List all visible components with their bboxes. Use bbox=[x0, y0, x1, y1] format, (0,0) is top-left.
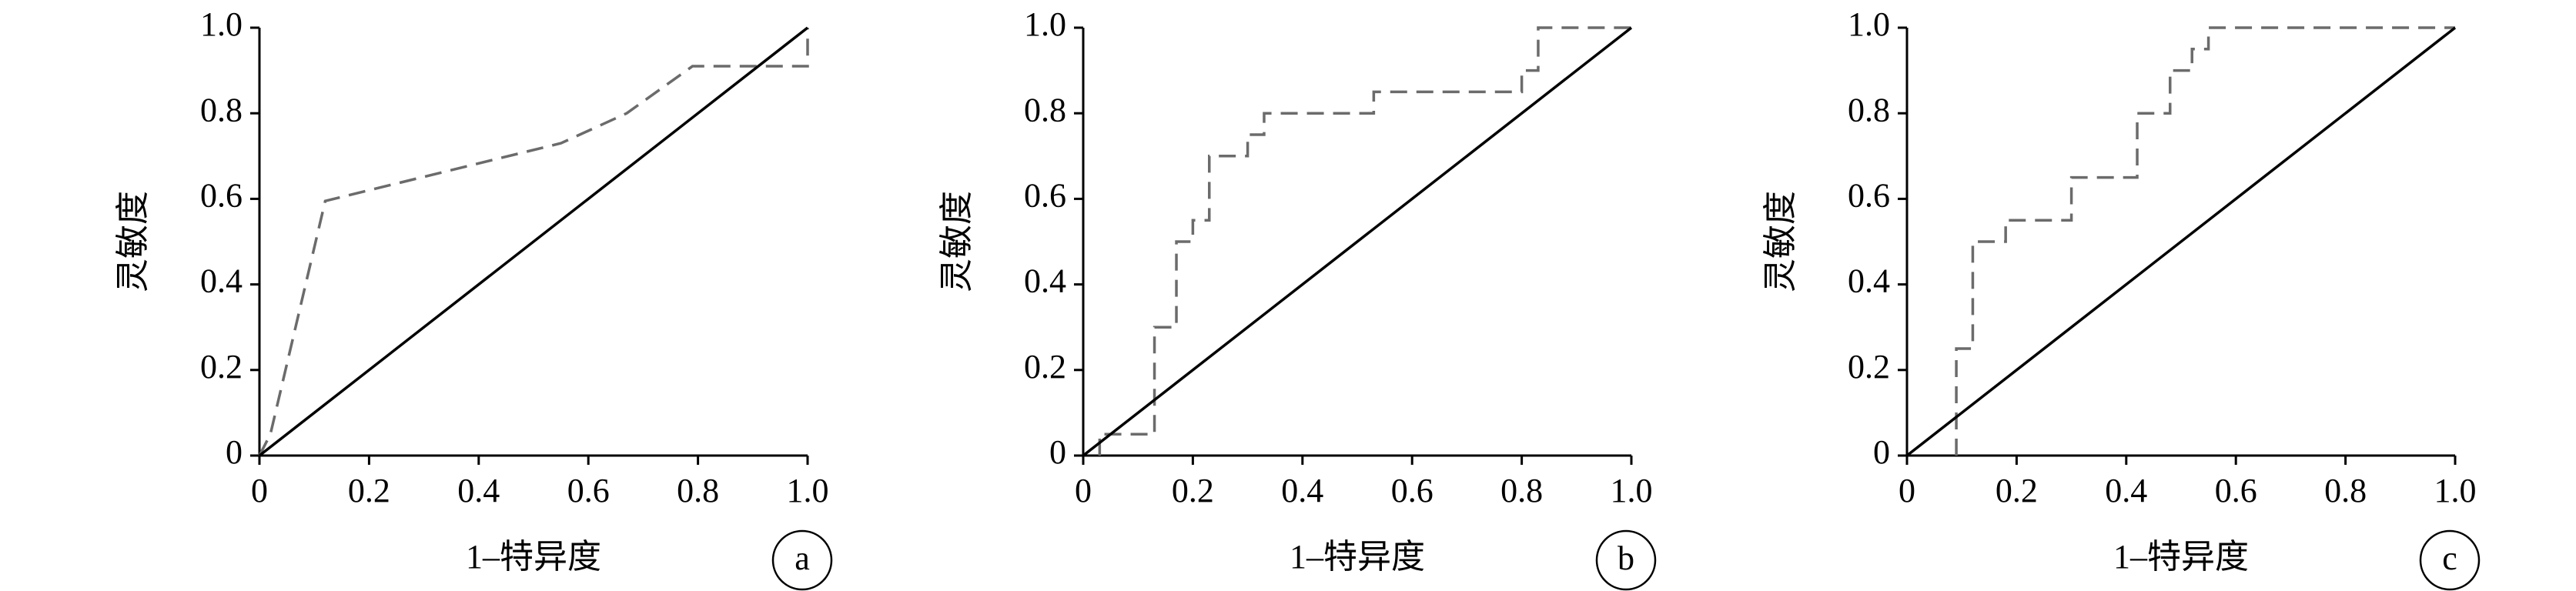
x-tick-label: 0.8 bbox=[1500, 472, 1543, 509]
x-axis-label: 1–特异度 bbox=[466, 538, 601, 576]
y-tick-label: 0.6 bbox=[200, 176, 243, 214]
roc-line bbox=[1955, 26, 2455, 456]
x-tick-label: 0.4 bbox=[457, 472, 500, 509]
x-tick-label: 0 bbox=[1899, 472, 1915, 509]
x-axis-label: 1–特异度 bbox=[1290, 538, 1425, 576]
y-tick-label: 0.6 bbox=[1024, 176, 1066, 214]
roc-line bbox=[258, 26, 809, 457]
roc-line bbox=[1082, 26, 1633, 457]
y-tick-label: 0 bbox=[1873, 433, 1890, 471]
y-tick-label: 1.0 bbox=[1848, 5, 1890, 43]
x-tick-label: 0.6 bbox=[567, 472, 610, 509]
x-tick-label: 0.8 bbox=[2324, 472, 2367, 509]
panel-label: b bbox=[1618, 539, 1634, 577]
x-tick-label: 0 bbox=[1075, 472, 1092, 509]
x-tick-label: 0.4 bbox=[2105, 472, 2147, 509]
y-tick-label: 0.2 bbox=[1848, 348, 1890, 386]
y-tick-label: 0 bbox=[1049, 433, 1066, 471]
roc-line bbox=[258, 28, 809, 456]
x-tick-label: 0.2 bbox=[348, 472, 390, 509]
y-tick-label: 0.6 bbox=[1848, 176, 1890, 214]
x-tick-label: 0.8 bbox=[677, 472, 719, 509]
y-tick-label: 0.8 bbox=[200, 91, 243, 129]
panel-label: a bbox=[795, 539, 810, 577]
roc-line bbox=[1905, 26, 2457, 457]
y-tick-label: 0.4 bbox=[1024, 262, 1066, 300]
y-axis-label: 灵敏度 bbox=[938, 191, 975, 292]
y-tick-label: 0.4 bbox=[200, 262, 243, 300]
x-tick-label: 1.0 bbox=[1611, 472, 1653, 509]
x-tick-label: 0 bbox=[251, 472, 268, 509]
panel-badge bbox=[1595, 529, 1657, 591]
x-tick-label: 0.6 bbox=[2215, 472, 2257, 509]
x-axis-label: 1–特异度 bbox=[2113, 538, 2249, 576]
y-axis-label: 灵敏度 bbox=[1761, 191, 1799, 292]
x-tick-label: 0.4 bbox=[1281, 472, 1323, 509]
y-tick-label: 1.0 bbox=[1024, 5, 1066, 43]
panel-badge bbox=[2419, 529, 2481, 591]
y-tick-label: 0 bbox=[226, 433, 243, 471]
x-tick-label: 1.0 bbox=[2434, 472, 2477, 509]
y-tick-label: 0.4 bbox=[1848, 262, 1890, 300]
panel-label: c bbox=[2442, 539, 2457, 577]
y-axis-label: 灵敏度 bbox=[114, 191, 152, 292]
y-tick-label: 0.2 bbox=[1024, 348, 1066, 386]
x-tick-label: 0.6 bbox=[1391, 472, 1434, 509]
roc-line bbox=[1098, 26, 1631, 456]
x-tick-label: 0.2 bbox=[1172, 472, 1214, 509]
y-tick-label: 0.2 bbox=[200, 348, 243, 386]
y-tick-label: 0.8 bbox=[1848, 91, 1890, 129]
panel-badge bbox=[771, 529, 833, 591]
x-tick-label: 1.0 bbox=[787, 472, 829, 509]
x-tick-label: 0.2 bbox=[1996, 472, 2038, 509]
y-tick-label: 0.8 bbox=[1024, 91, 1066, 129]
y-tick-label: 1.0 bbox=[200, 5, 243, 43]
